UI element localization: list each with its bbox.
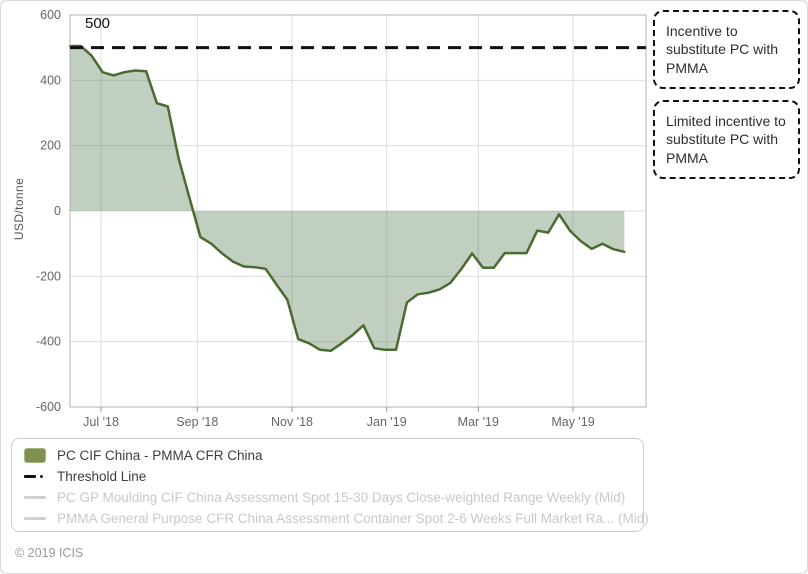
series-area	[70, 46, 625, 351]
muted-line-swatch	[24, 517, 48, 520]
y-axis-labels: 600 400 200 0 -200 -400 -600	[36, 8, 61, 414]
annotation-incentive: Incentive to substitute PC with PMMA	[653, 10, 800, 90]
gridlines	[70, 14, 646, 408]
threshold-value-label: 500	[85, 15, 111, 32]
annotation-limited-incentive: Limited incentive to substitute PC with …	[653, 100, 800, 180]
svg-text:400: 400	[40, 73, 61, 87]
copyright-notice: © 2019 ICIS	[15, 546, 84, 560]
svg-text:600: 600	[40, 8, 61, 22]
svg-text:-200: -200	[36, 269, 61, 283]
svg-text:0: 0	[54, 204, 61, 218]
svg-text:May '19: May '19	[551, 415, 594, 429]
legend-item-label: Threshold Line	[57, 469, 147, 484]
legend-item-spread[interactable]: PC CIF China - PMMA CFR China	[24, 445, 631, 466]
muted-line-swatch	[24, 496, 48, 499]
legend-item-pc-assessment[interactable]: PC GP Moulding CIF China Assessment Spot…	[24, 487, 631, 508]
spread-chart-svg: 600 400 200 0 -200 -400 -600 Jul '18 Sep '18 Nov …	[36, 8, 647, 429]
annotation-incentive-text: Incentive to substitute PC with PMMA	[666, 23, 779, 76]
legend-item-pmma-assessment[interactable]: PMMA General Purpose CFR China Assessmen…	[24, 508, 649, 529]
legend: PC CIF China - PMMA CFR China Threshold …	[11, 438, 649, 532]
svg-text:Jul '18: Jul '18	[83, 415, 119, 429]
annotation-limited-incentive-text: Limited incentive to substitute PC with …	[666, 113, 786, 166]
svg-text:-600: -600	[36, 400, 61, 414]
svg-text:200: 200	[40, 139, 61, 153]
legend-item-label: PMMA General Purpose CFR China Assessmen…	[57, 511, 649, 526]
dashdot-swatch	[24, 475, 48, 478]
svg-text:Jan '19: Jan '19	[367, 415, 407, 429]
legend-item-label: PC GP Moulding CIF China Assessment Spot…	[57, 490, 626, 505]
svg-text:Sep '18: Sep '18	[176, 415, 218, 429]
legend-item-label: PC CIF China - PMMA CFR China	[57, 448, 263, 463]
series-line	[68, 44, 626, 353]
y-axis-title: USD/tonne	[12, 177, 26, 241]
svg-text:-400: -400	[36, 335, 61, 349]
svg-text:Mar '19: Mar '19	[458, 415, 499, 429]
plot-border	[69, 14, 647, 408]
svg-text:Nov '18: Nov '18	[271, 415, 313, 429]
x-axis-labels: Jul '18 Sep '18 Nov '18 Jan '19 Mar '19 May '…	[83, 407, 595, 429]
legend-item-threshold[interactable]: Threshold Line	[24, 466, 631, 487]
area-swatch	[24, 448, 48, 463]
